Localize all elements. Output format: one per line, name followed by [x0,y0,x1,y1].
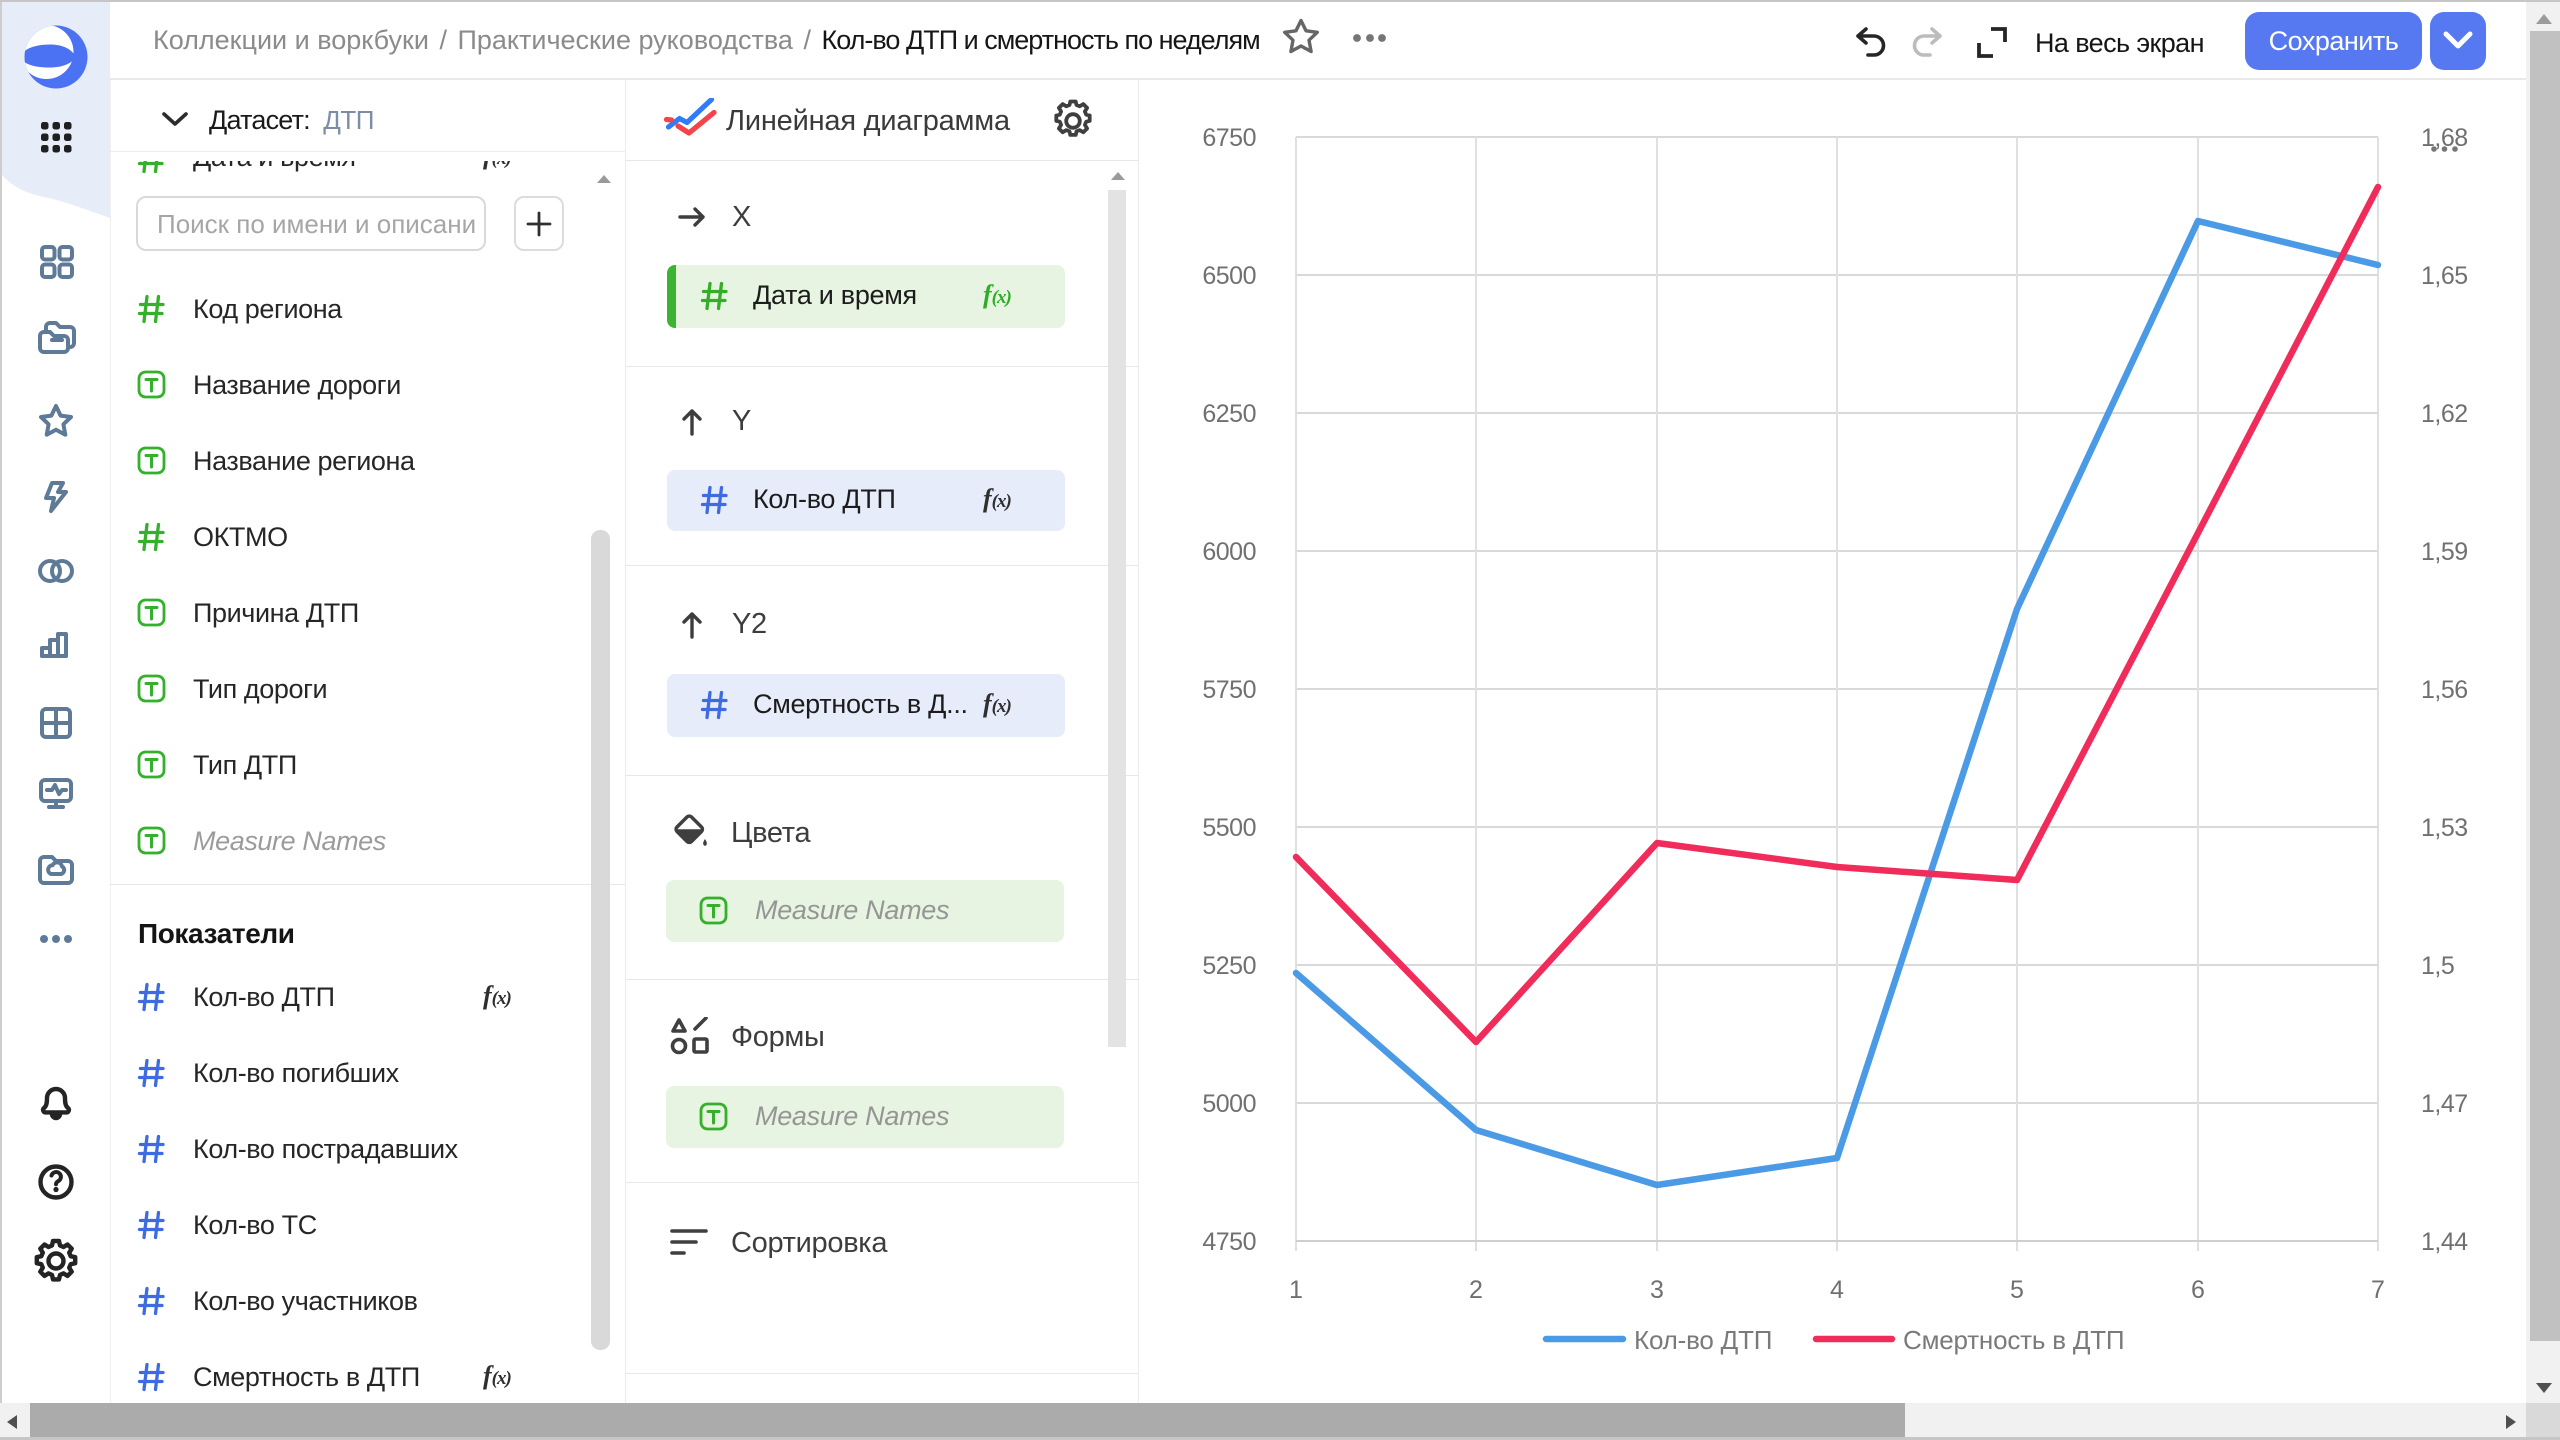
svg-text:6: 6 [2191,1276,2205,1304]
svg-text:Смертность в ДТП: Смертность в ДТП [1903,1325,2124,1355]
svg-text:5750: 5750 [1202,676,1256,704]
svg-text:1,65: 1,65 [2421,262,2468,290]
svg-text:1,62: 1,62 [2421,400,2468,428]
svg-text:1,44: 1,44 [2421,1228,2468,1256]
svg-text:2: 2 [1469,1276,1483,1304]
svg-text:1: 1 [1289,1276,1303,1304]
svg-text:6000: 6000 [1202,538,1256,566]
svg-text:1,59: 1,59 [2421,538,2468,566]
svg-text:1,56: 1,56 [2421,676,2468,704]
svg-text:5500: 5500 [1202,814,1256,842]
svg-text:6500: 6500 [1202,262,1256,290]
svg-text:5250: 5250 [1202,952,1256,980]
svg-text:1,53: 1,53 [2421,814,2468,842]
svg-text:4: 4 [1830,1276,1844,1304]
svg-text:5000: 5000 [1202,1090,1256,1118]
svg-text:6750: 6750 [1202,124,1256,152]
svg-text:1,5: 1,5 [2421,952,2454,980]
svg-text:4750: 4750 [1202,1228,1256,1256]
svg-text:6250: 6250 [1202,400,1256,428]
svg-text:3: 3 [1650,1276,1664,1304]
svg-text:1,47: 1,47 [2421,1090,2468,1118]
svg-text:7: 7 [2371,1276,2385,1304]
svg-text:Кол-во ДТП: Кол-во ДТП [1634,1325,1772,1355]
svg-text:5: 5 [2010,1276,2024,1304]
